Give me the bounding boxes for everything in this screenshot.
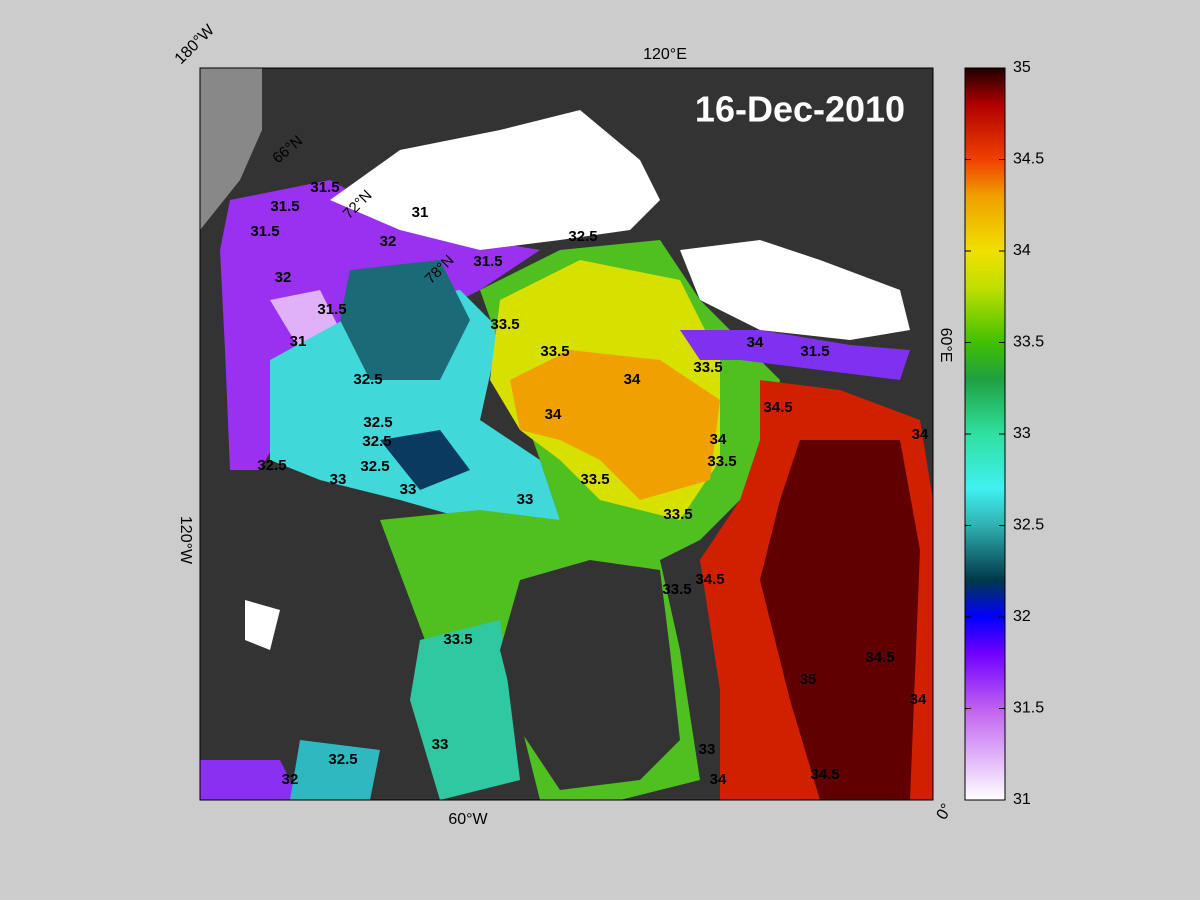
contour-label: 33.5	[540, 343, 569, 360]
colorbar-tick-label: 34	[1013, 242, 1031, 259]
outside-region	[200, 68, 262, 230]
sea-ice	[680, 240, 910, 340]
contour-label: 32	[282, 771, 299, 788]
ocean	[510, 350, 720, 500]
date-label: 16-Dec-2010	[695, 89, 905, 130]
colorbar-tick-label: 32	[1013, 608, 1031, 625]
ocean	[340, 260, 470, 380]
ocean	[290, 740, 380, 800]
contour-label: 34	[710, 771, 727, 788]
contour-label: 33	[699, 741, 716, 758]
ocean	[380, 430, 470, 490]
contour-label: 33	[432, 736, 449, 753]
colorbar-tick-label: 35	[1013, 59, 1031, 76]
colorbar-tick-label: 31.5	[1013, 700, 1044, 717]
contour-label: 31.5	[250, 223, 279, 240]
contour-label: 34.5	[865, 649, 894, 666]
contour-label: 34	[910, 691, 927, 708]
contour-label: 32.5	[257, 457, 286, 474]
contour-label: 35	[800, 671, 817, 688]
colorbar-tick-label: 33	[1013, 425, 1031, 442]
contour-label: 31.5	[270, 198, 299, 215]
map	[200, 68, 933, 800]
contour-label: 31.5	[800, 343, 829, 360]
contour-label: 32.5	[362, 433, 391, 450]
contour-label: 33	[330, 471, 347, 488]
contour-label: 33.5	[707, 453, 736, 470]
land	[500, 560, 680, 790]
contour-label: 33.5	[662, 581, 691, 598]
contour-label: 34	[624, 371, 641, 388]
ocean	[270, 290, 560, 520]
longitude-label: 60°W	[448, 811, 488, 828]
contour-label: 31.5	[317, 301, 346, 318]
contour-label: 34.5	[810, 766, 839, 783]
sea-ice	[245, 600, 280, 650]
contour-label: 31	[290, 333, 307, 350]
ocean	[410, 620, 520, 800]
contour-label: 33.5	[663, 506, 692, 523]
contour-label: 31.5	[473, 253, 502, 270]
contour-label: 33.5	[443, 631, 472, 648]
contour-label: 34.5	[763, 399, 792, 416]
contour-label: 33.5	[580, 471, 609, 488]
contour-label: 34	[545, 406, 562, 423]
contour-label: 34	[747, 334, 764, 351]
longitude-label: 120°E	[643, 46, 687, 63]
sea-ice	[330, 110, 660, 250]
contour-label: 34	[912, 426, 929, 443]
contour-label: 32.5	[363, 414, 392, 431]
colorbar-tick-label: 34.5	[1013, 151, 1044, 168]
fresh-water	[200, 760, 300, 800]
longitude-label: 0°	[934, 801, 956, 823]
contour-label: 32.5	[568, 228, 597, 245]
contour-label: 32	[275, 269, 292, 286]
longitude-label: 180°W	[172, 21, 219, 68]
colorbar-tick-label: 31	[1013, 791, 1031, 808]
contour-label: 33.5	[693, 359, 722, 376]
longitude-label: 60°E	[937, 328, 954, 363]
contour-label: 32	[380, 233, 397, 250]
contour-label: 32.5	[360, 458, 389, 475]
colorbar-tick-label: 32.5	[1013, 517, 1044, 534]
fresh-water	[680, 330, 910, 380]
contour-label: 32.5	[328, 751, 357, 768]
contour-label: 33	[400, 481, 417, 498]
contour-label: 31	[412, 204, 429, 221]
ocean	[760, 440, 920, 800]
map-frame	[199, 67, 934, 801]
contour-label: 32.5	[353, 371, 382, 388]
contour-label: 33	[517, 491, 534, 508]
contour-label: 31.5	[310, 179, 339, 196]
contour-label: 34.5	[695, 571, 724, 588]
contour-label: 33.5	[490, 316, 519, 333]
contour-label: 34	[710, 431, 727, 448]
longitude-label: 120°W	[177, 516, 194, 565]
colorbar-tick-label: 33.5	[1013, 334, 1044, 351]
